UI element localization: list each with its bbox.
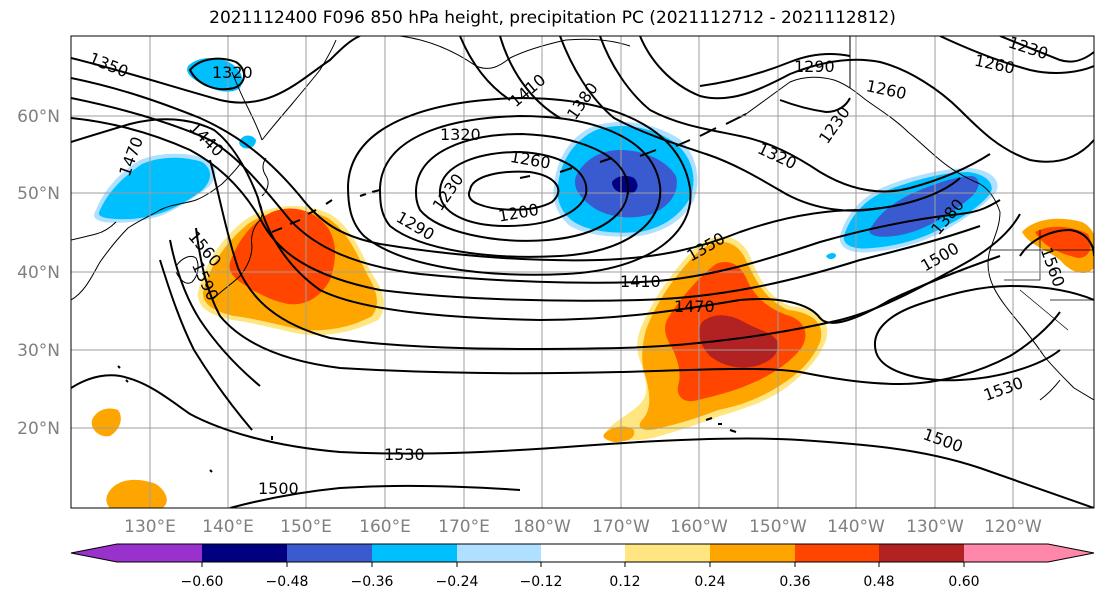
contour-1380-n xyxy=(499,36,561,119)
contour-1500-east xyxy=(873,284,1094,382)
contour-1260-ne xyxy=(939,36,1094,74)
contour-1230 xyxy=(438,150,588,228)
colorbar-segment xyxy=(457,544,541,562)
contour-1590 xyxy=(159,259,253,431)
contour-label: 1320 xyxy=(212,63,253,82)
lon-label: 150°W xyxy=(749,517,807,537)
colorbar-segment xyxy=(287,544,372,562)
colorbar-tick: −0.12 xyxy=(520,574,563,590)
map-plot-area: 1350 1320 1410 1380 1290 1260 1230 1230 … xyxy=(71,36,1094,508)
colorbar-tick: −0.36 xyxy=(351,574,394,590)
contour-1530-low xyxy=(71,374,1094,508)
precip-shading xyxy=(91,58,1094,508)
contour-1350-n xyxy=(559,36,881,212)
negative-anomaly-okhotsk xyxy=(98,157,211,220)
contour-label: 1500 xyxy=(258,479,299,498)
height-contours xyxy=(71,36,1094,508)
plot-frame xyxy=(70,35,1095,509)
positive-anomaly-tropics xyxy=(106,479,167,508)
colorbar-tick: 0.60 xyxy=(948,574,979,590)
contour-1230-n xyxy=(779,97,851,114)
lat-label: 50°N xyxy=(17,184,60,204)
colorbar-segment xyxy=(541,544,625,562)
lon-label: 170°W xyxy=(592,517,650,537)
colorbar-segment xyxy=(372,544,457,562)
contour-1320 xyxy=(346,96,692,276)
contour-1560 xyxy=(169,239,261,387)
negative-anomaly-kamchatka xyxy=(239,135,256,149)
colorbar-outline xyxy=(70,543,1095,563)
contour-1320-n xyxy=(599,36,991,193)
lon-label: 160°E xyxy=(359,517,411,537)
lon-label: 180°W xyxy=(513,517,571,537)
map-title: 2021112400 F096 850 hPa height, precipit… xyxy=(209,8,896,28)
contour-1230-ne xyxy=(999,36,1094,63)
contour-1500 xyxy=(209,159,1021,350)
colorbar-segment xyxy=(625,544,710,562)
colorbar-segment xyxy=(71,544,202,562)
contour-label: 1290 xyxy=(794,57,835,76)
contour-1560-east xyxy=(1019,228,1094,257)
contour-1380 xyxy=(71,77,961,262)
contour-1260-n xyxy=(699,53,851,87)
contour-1200 xyxy=(468,170,560,211)
lat-label: 30°N xyxy=(17,341,60,361)
contour-1440 xyxy=(71,117,981,302)
contour-1410-n xyxy=(459,36,511,101)
contour-1410 xyxy=(71,97,1001,284)
lon-label: 140°W xyxy=(827,517,885,537)
lon-label: 130°E xyxy=(124,517,176,537)
colorbar-tick: 0.48 xyxy=(863,574,894,590)
positive-anomaly-tropics xyxy=(91,408,121,437)
positive-anomaly-central-pacific xyxy=(699,315,779,368)
contour-1260 xyxy=(414,132,630,242)
contour-label: 1470 xyxy=(674,297,715,316)
lon-label: 150°E xyxy=(280,517,332,537)
colorbar-segment xyxy=(964,544,1094,562)
lon-label: 130°W xyxy=(906,517,964,537)
colorbar-tick: −0.48 xyxy=(266,574,309,590)
colorbar-tick: 0.24 xyxy=(694,574,725,590)
colorbar-tick: −0.60 xyxy=(181,574,224,590)
lon-label: 160°W xyxy=(670,517,728,537)
contour-1530 xyxy=(195,227,1061,386)
negative-anomaly-gulf-of-alaska xyxy=(869,176,979,237)
contour-label: 1410 xyxy=(620,272,661,291)
contour-1320-small xyxy=(188,57,245,91)
lon-label: 140°E xyxy=(202,517,254,537)
contour-1500-low xyxy=(229,484,521,508)
lat-label: 60°N xyxy=(17,107,60,127)
contour-label: 1530 xyxy=(384,445,425,464)
contour-1290 xyxy=(378,114,662,258)
colorbar-tick: 0.36 xyxy=(779,574,810,590)
lon-label: 120°W xyxy=(984,517,1042,537)
coastlines xyxy=(71,36,1094,473)
contour-1290-n xyxy=(639,36,1094,163)
negative-anomaly-aleutian xyxy=(612,175,638,194)
colorbar-segment xyxy=(795,544,879,562)
negative-anomaly-gulf-of-alaska xyxy=(826,253,836,259)
colorbar-tick: −0.24 xyxy=(436,574,479,590)
contour-label: 1320 xyxy=(440,125,481,144)
colorbar-tick: 0.12 xyxy=(609,574,640,590)
colorbar-segment xyxy=(710,544,795,562)
lat-label: 20°N xyxy=(17,419,60,439)
colorbar-segment xyxy=(879,544,964,562)
latitude-labels: 60°N 50°N 40°N 30°N 20°N xyxy=(17,107,60,439)
contour-1470 xyxy=(71,118,1001,324)
contour-1350 xyxy=(71,36,361,104)
lat-label: 40°N xyxy=(17,263,60,283)
colorbar-segment xyxy=(202,544,287,562)
positive-anomaly-tropics xyxy=(603,426,635,442)
lon-label: 170°E xyxy=(438,517,490,537)
longitude-labels: 130°E 140°E 150°E 160°E 170°E 180°W 170°… xyxy=(124,517,1042,537)
colorbar: −0.60 −0.48 −0.36 −0.24 −0.12 0.12 0.24 … xyxy=(70,543,1095,590)
